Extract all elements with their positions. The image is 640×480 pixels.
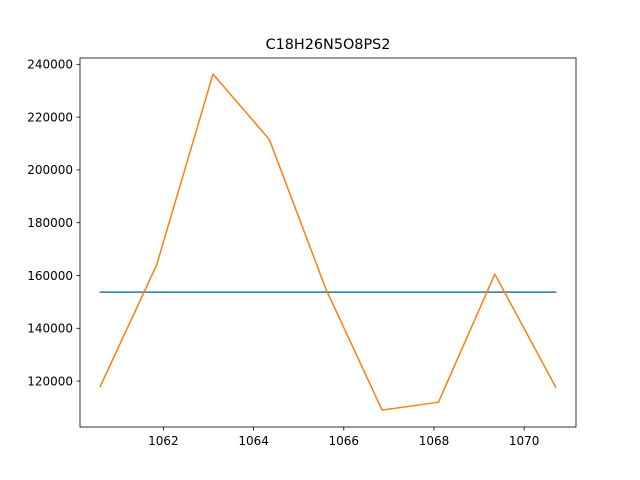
x-tick-label: 1066 [329, 434, 360, 448]
y-tick-label: 140000 [27, 322, 73, 336]
chart-title: C18H26N5O8PS2 [266, 37, 391, 53]
y-tick-label: 180000 [27, 216, 73, 230]
x-tick-label: 1070 [509, 434, 540, 448]
y-axis: 120000 140000 160000 180000 200000 220000 2400… [27, 58, 80, 388]
x-tick-label: 1062 [148, 434, 179, 448]
y-tick-label: 240000 [27, 58, 73, 72]
x-tick-label: 1064 [238, 434, 269, 448]
y-tick-label: 220000 [27, 110, 73, 124]
y-tick-label: 160000 [27, 269, 73, 283]
y-tick-label: 200000 [27, 163, 73, 177]
y-tick-label: 120000 [27, 374, 73, 388]
x-axis: 1062 1064 1066 1068 1070 [148, 427, 539, 448]
plot-frame [79, 57, 577, 428]
x-tick-label: 1068 [419, 434, 450, 448]
series-layer [99, 73, 557, 411]
